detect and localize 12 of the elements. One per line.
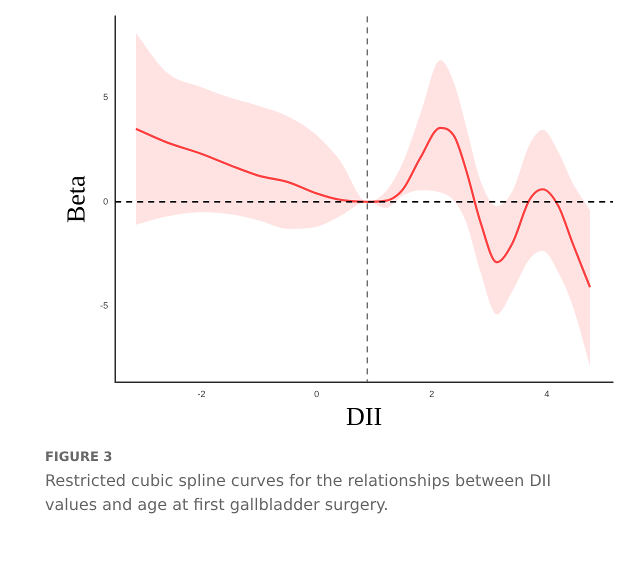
x-axis-title: DII xyxy=(346,402,382,432)
y-tick-label: 0 xyxy=(103,196,108,206)
y-tick-label: -5 xyxy=(100,300,108,310)
x-tick-label: 0 xyxy=(314,388,320,399)
x-tick-label: 2 xyxy=(429,388,434,399)
y-tick-label: 5 xyxy=(103,92,108,102)
y-axis-title: Beta xyxy=(61,174,90,224)
x-tick-label: 4 xyxy=(544,388,550,399)
caption: FIGURE 3 xyxy=(45,450,114,465)
x-tick-label: -2 xyxy=(198,388,206,399)
line-series xyxy=(134,126,592,288)
text: Restricted cubic spline curves for the relationships between DII values and age at first gallbladder surgery. xyxy=(45,470,552,516)
